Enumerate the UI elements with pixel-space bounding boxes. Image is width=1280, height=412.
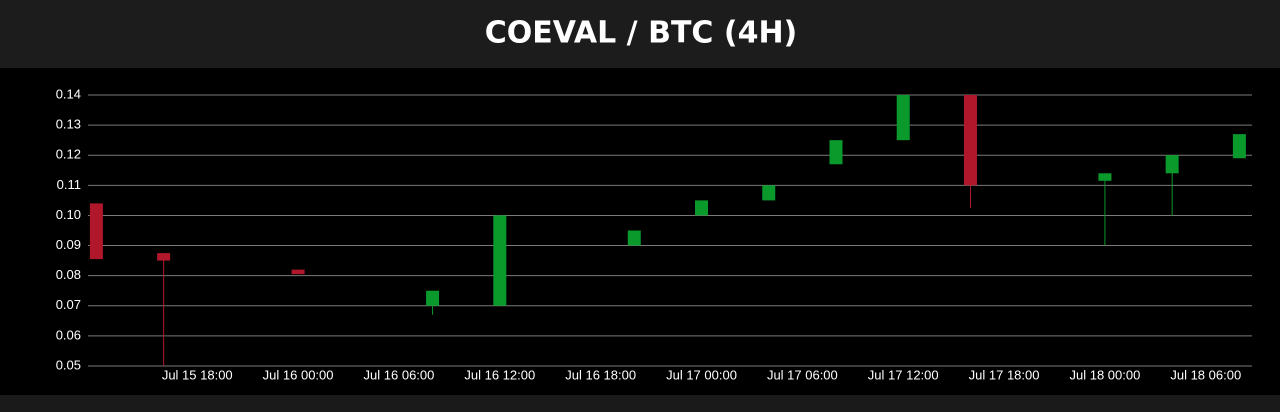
y-tick-label: 0.08 [56, 267, 81, 282]
x-tick-label: Jul 17 12:00 [868, 367, 939, 382]
candle-body [493, 215, 507, 306]
candle-body [627, 230, 641, 246]
candle-body [762, 185, 776, 201]
y-tick-label: 0.09 [56, 237, 81, 252]
title-bar [0, 0, 1280, 68]
x-tick-label: Jul 16 18:00 [565, 367, 636, 382]
candle-body [426, 290, 440, 306]
y-tick-label: 0.11 [57, 177, 81, 192]
y-tick-label: 0.14 [56, 86, 81, 101]
x-tick-label: Jul 17 00:00 [666, 367, 737, 382]
x-tick-label: Jul 17 06:00 [767, 367, 838, 382]
chart-title: COEVAL / BTC (4H) [485, 16, 798, 51]
x-tick-label: Jul 16 06:00 [364, 367, 435, 382]
candle-body [1232, 134, 1246, 159]
x-tick-label: Jul 16 00:00 [263, 367, 334, 382]
y-tick-label: 0.12 [56, 147, 81, 162]
y-tick-label: 0.05 [56, 357, 81, 372]
candle-body [291, 269, 305, 275]
candle-body [829, 140, 843, 165]
x-tick-label: Jul 18 00:00 [1070, 367, 1141, 382]
candle-body [695, 200, 709, 216]
candle-body [89, 203, 103, 260]
y-tick-label: 0.07 [56, 297, 81, 312]
x-tick-label: Jul 16 12:00 [464, 367, 535, 382]
y-tick-label: 0.13 [56, 117, 81, 132]
candle-body [1165, 155, 1179, 174]
candle-body [157, 253, 171, 261]
y-tick-label: 0.06 [56, 327, 81, 342]
x-tick-label: Jul 15 18:00 [162, 367, 233, 382]
candle-body [896, 95, 910, 141]
candle-body [963, 95, 977, 186]
y-tick-label: 0.10 [56, 207, 81, 222]
x-tick-label: Jul 17 18:00 [969, 367, 1040, 382]
candle-body [1098, 173, 1112, 181]
x-tick-label: Jul 18 06:00 [1170, 367, 1241, 382]
